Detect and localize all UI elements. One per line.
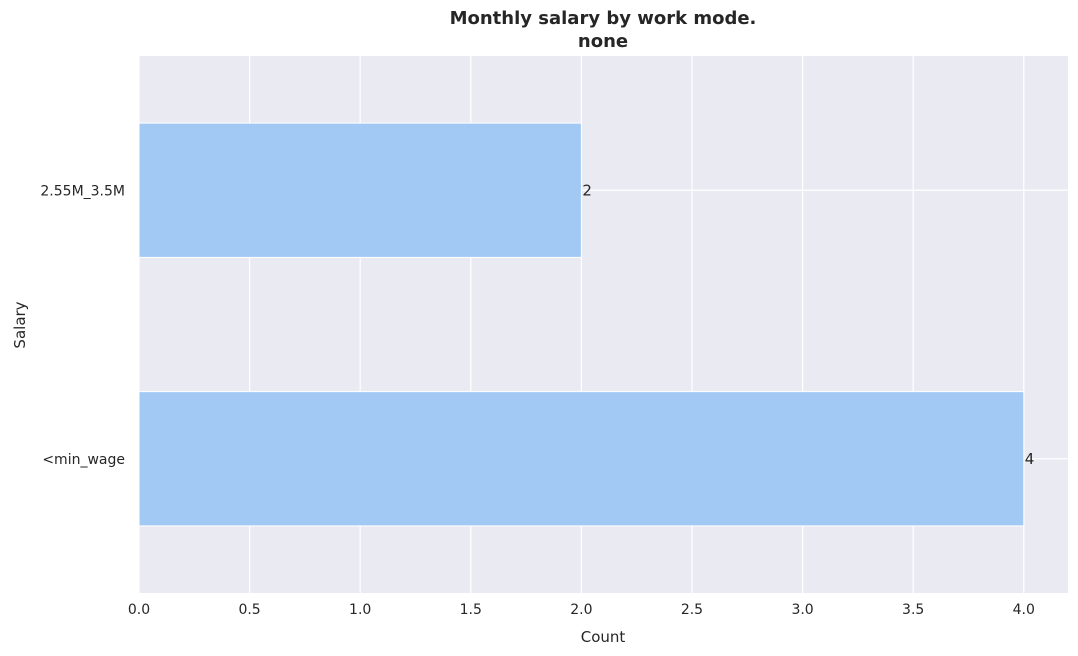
y-axis-ticks: 2.55M_3.5M <min_wage xyxy=(40,183,125,468)
x-tick-label: 4.0 xyxy=(1013,602,1035,618)
x-tick-label: 2.5 xyxy=(681,602,703,618)
x-tick-label: 3.0 xyxy=(791,602,813,618)
y-tick-label: 2.55M_3.5M xyxy=(40,183,125,199)
bars xyxy=(138,122,1025,527)
x-axis-label: Count xyxy=(581,628,626,646)
x-tick-label: 2.0 xyxy=(570,602,592,618)
bar xyxy=(138,391,1025,527)
chart-subtitle: none xyxy=(578,31,628,52)
x-tick-label: 0.5 xyxy=(238,602,260,618)
chart-title: Monthly salary by work mode. xyxy=(450,8,757,29)
x-axis-ticks: 0.0 0.5 1.0 1.5 2.0 2.5 3.0 3.5 4.0 xyxy=(128,602,1035,618)
x-tick-label: 1.5 xyxy=(460,602,482,618)
bar xyxy=(138,122,582,258)
x-tick-label: 3.5 xyxy=(902,602,924,618)
y-tick-label: <min_wage xyxy=(42,452,125,468)
y-axis-label: Salary xyxy=(11,301,29,348)
x-tick-label: 1.0 xyxy=(349,602,371,618)
bar-value-label: 2 xyxy=(582,181,592,199)
x-tick-label: 0.0 xyxy=(128,602,150,618)
bar-value-label: 4 xyxy=(1025,450,1035,468)
data-labels: 24 xyxy=(582,181,1034,468)
